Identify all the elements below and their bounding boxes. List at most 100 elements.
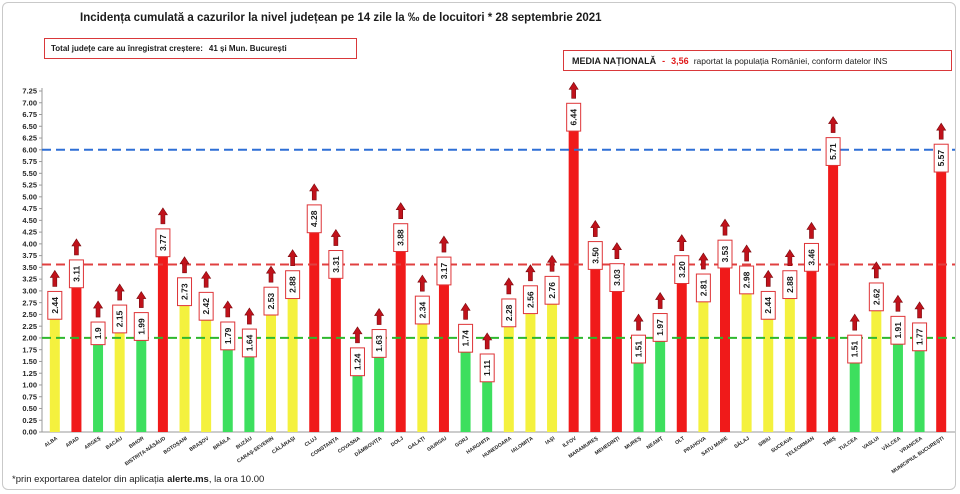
bar-maramures: [590, 267, 601, 432]
y-tick-label: 3.75: [22, 251, 37, 260]
trend-up-arrow-icon: [763, 269, 774, 287]
y-tick-label: 3.00: [22, 286, 37, 295]
value-label-box: [912, 322, 928, 352]
bar-suceava: [784, 296, 795, 432]
trend-up-arrow-icon: [201, 270, 212, 288]
bar-neamt: [655, 339, 666, 432]
trend-up-arrow-icon: [892, 294, 904, 312]
value-label: 1.91: [893, 322, 903, 339]
bar-olt: [676, 281, 687, 432]
value-label-box: [263, 286, 279, 316]
trend-up-arrow-icon: [460, 302, 471, 320]
value-label: 4.28: [309, 210, 319, 227]
value-label-box: [220, 321, 236, 351]
trend-up-arrow-icon: [49, 269, 60, 287]
bar-caras-severin: [266, 313, 276, 432]
value-label-box: [609, 263, 625, 292]
bar-tulcea: [849, 360, 860, 432]
reference-lines: [42, 148, 955, 339]
value-label-box: [544, 275, 560, 305]
value-label: 2.81: [698, 279, 708, 296]
value-label-box: [674, 255, 690, 284]
trend-up-arrow-icon: [136, 291, 147, 308]
bar-galati: [417, 321, 428, 432]
trend-up-arrow-icon: [157, 207, 168, 225]
chart-axes: 0.00 0.25 0.50 0.75 1.00 1.25 1.50 1.75 2.00 2.25…: [22, 87, 955, 437]
value-label: 3.11: [71, 266, 81, 282]
trend-up-arrow-icon: [914, 301, 925, 319]
value-label: 3.17: [439, 262, 449, 279]
value-label-box: [306, 204, 322, 234]
bar-arad: [71, 285, 82, 432]
bar-giurgiu: [438, 282, 449, 432]
value-label-box: [933, 143, 949, 173]
y-tick-label: 2.50: [22, 310, 37, 319]
y-tick-label: 0.50: [22, 404, 37, 413]
trend-up-arrow-icon: [568, 81, 579, 99]
value-label-box: [847, 334, 863, 364]
trend-up-arrow-icon: [482, 332, 493, 350]
bar-botosani: [179, 303, 190, 432]
value-label: 2.88: [288, 276, 298, 293]
bar-sibiu: [763, 317, 774, 432]
y-tick-label: 3.25: [22, 275, 37, 284]
bar-calarasi: [287, 296, 298, 432]
value-label-box: [890, 315, 906, 345]
y-tick-label: 7.00: [22, 98, 37, 107]
y-tick-label: 0.00: [22, 428, 37, 437]
value-label: 3.50: [590, 247, 600, 264]
value-label: 2.98: [742, 271, 752, 288]
bar-buzau: [244, 354, 255, 432]
bar-hunedoara: [503, 324, 514, 432]
bar-teleorman: [806, 269, 817, 432]
footnote-suffix: , la ora 10.00: [208, 474, 265, 485]
y-tick-label: 2.25: [22, 322, 37, 331]
value-label: 1.24: [352, 353, 362, 370]
value-label: 2.73: [180, 283, 190, 300]
national-average-dash: -: [662, 55, 666, 66]
value-label-box: [393, 223, 409, 253]
value-label-box: [479, 353, 495, 383]
bar-timis: [828, 163, 839, 432]
value-label: 2.88: [785, 276, 795, 293]
bar-bistrita-nasaud: [157, 254, 168, 432]
value-label-box: [328, 250, 344, 279]
bar-bacau: [114, 330, 125, 432]
y-tick-label: 4.50: [22, 216, 37, 225]
value-label-box: [112, 304, 128, 334]
trend-up-arrow-icon: [784, 249, 795, 267]
bars: [49, 129, 947, 432]
y-tick-label: 5.00: [22, 192, 37, 201]
bar-bihor: [136, 338, 147, 432]
value-label: 2.44: [763, 297, 773, 314]
value-label: 5.57: [936, 150, 946, 167]
trend-arrows: [49, 81, 947, 350]
value-label-box: [566, 102, 582, 132]
value-label-box: [285, 270, 301, 300]
y-tick-label: 1.50: [22, 357, 37, 366]
national-average-note: raportat la populația României, conform …: [693, 55, 888, 66]
trend-up-arrow-icon: [611, 242, 622, 259]
value-label: 3.46: [806, 249, 816, 266]
bar-brasov: [201, 318, 212, 432]
trend-up-arrow-icon: [395, 202, 406, 220]
value-label: 1.51: [634, 341, 644, 358]
value-label: 2.56: [525, 291, 535, 308]
value-label: 2.62: [871, 288, 881, 305]
trend-up-arrow-icon: [222, 300, 233, 318]
bar-gorj: [460, 350, 471, 432]
y-tick-label: 2.75: [22, 298, 37, 307]
value-label-box: [782, 270, 798, 300]
trend-up-arrow-icon: [417, 274, 428, 292]
bar-ilfov: [568, 129, 579, 432]
trend-up-arrow-icon: [503, 277, 514, 295]
y-tick-label: 4.00: [22, 239, 37, 248]
value-label: 1.99: [136, 318, 146, 335]
footnote-prefix: *prin exportarea datelor din aplicația: [12, 474, 165, 485]
value-label-box: [652, 313, 668, 342]
value-label-box: [458, 323, 474, 353]
value-label-box: [177, 277, 193, 307]
